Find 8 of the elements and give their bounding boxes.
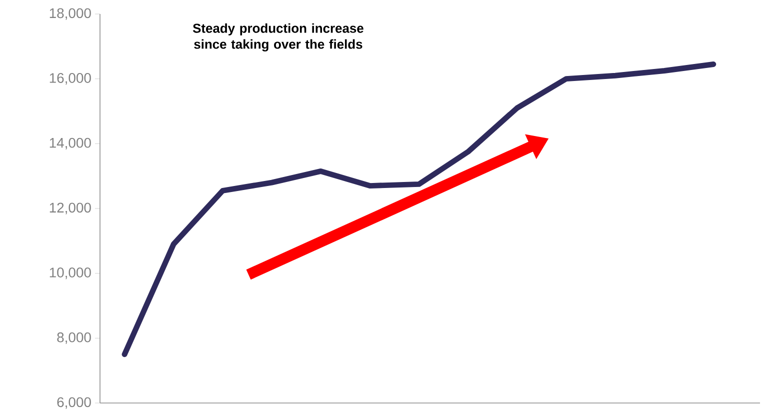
y-tick-label: 16,000 xyxy=(50,73,91,85)
y-tick-label: 10,000 xyxy=(50,268,91,280)
y-tick-label: 6,000 xyxy=(57,397,91,409)
text: Steady production increase since taking over the fields xyxy=(192,23,364,52)
y-tick-label: 18,000 xyxy=(50,8,91,20)
y-tick-label: 12,000 xyxy=(50,202,91,214)
y-tick-label: 8,000 xyxy=(57,332,91,344)
y-tick-label: 14,000 xyxy=(50,138,91,150)
